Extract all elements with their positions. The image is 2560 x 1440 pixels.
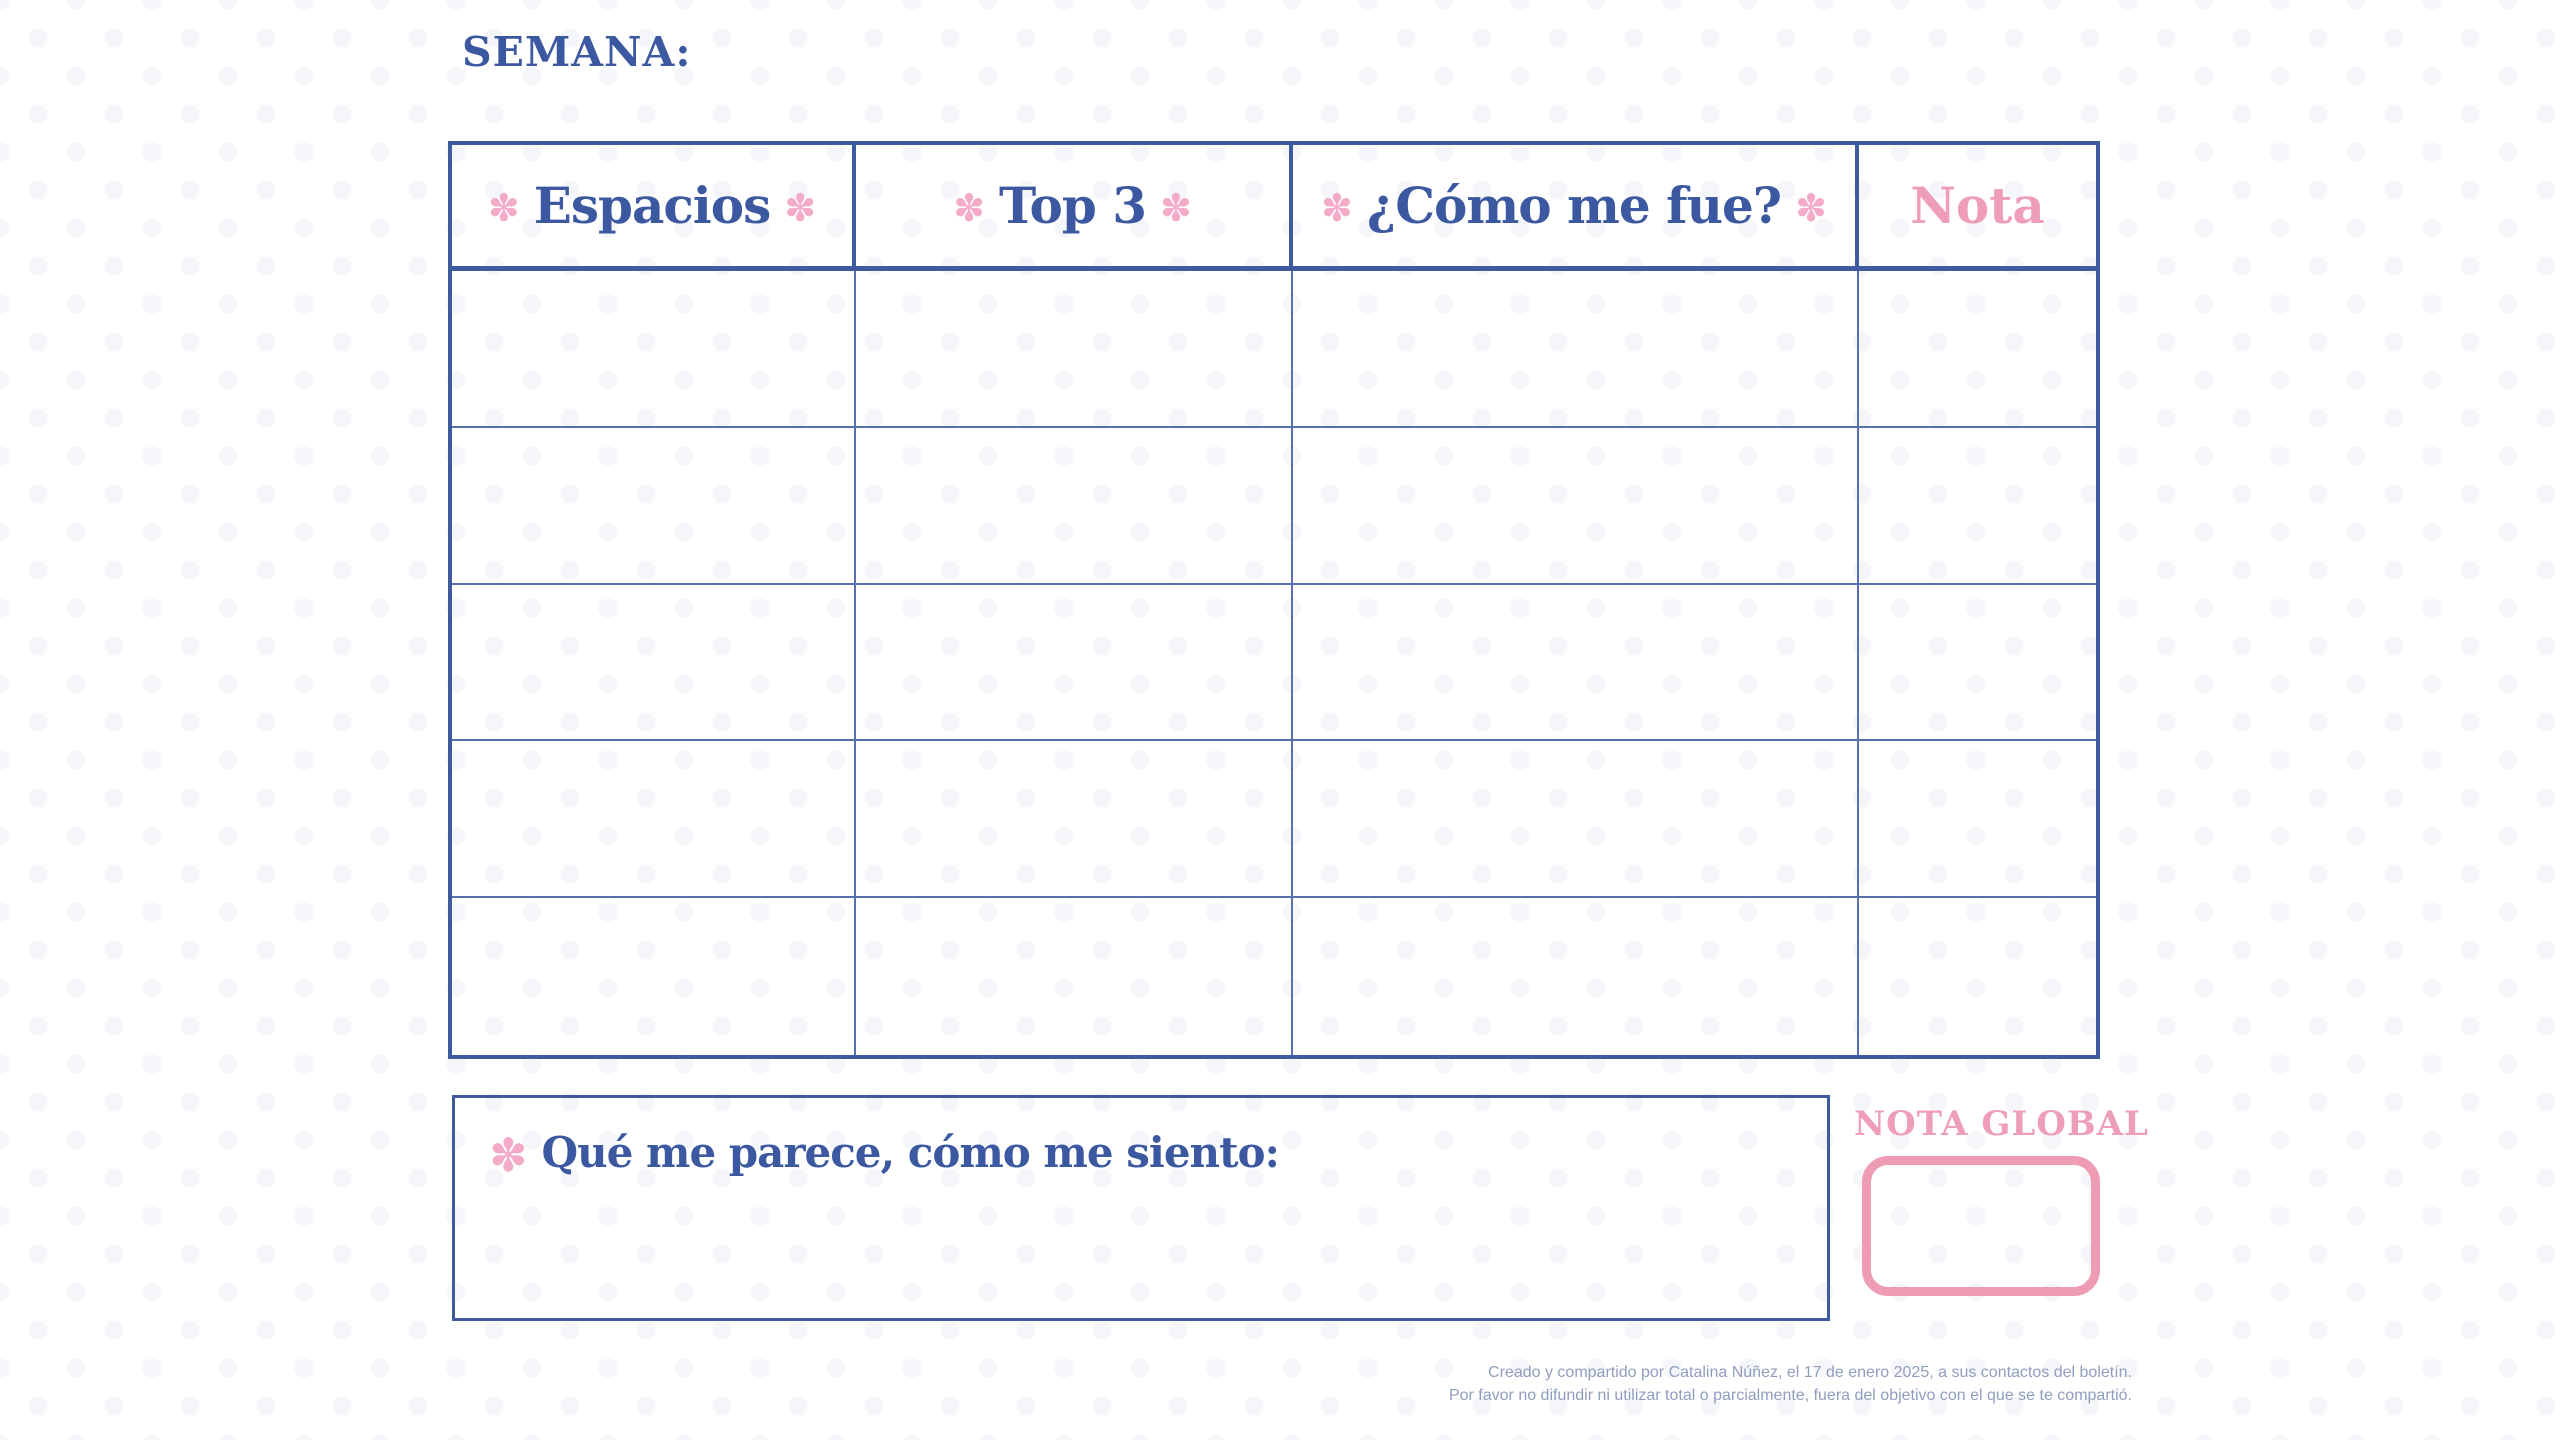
table-cell bbox=[856, 741, 1293, 899]
reflection-box: ✽ Qué me parece, cómo me siento: bbox=[452, 1095, 1830, 1321]
flower-icon: ✽ bbox=[784, 185, 817, 230]
table-cell bbox=[1293, 741, 1859, 899]
flower-icon: ✽ bbox=[1321, 185, 1353, 230]
column-header-label: Espacios bbox=[533, 176, 772, 235]
column-header-espacios: ✽ Espacios ✽ bbox=[452, 145, 856, 266]
flower-icon: ✽ bbox=[1159, 185, 1192, 230]
weekly-table: ✽ Espacios ✽ ✽ Top 3 ✽ ✽ ¿Cómo me fue? ✽… bbox=[448, 141, 2100, 1059]
footer-credit-line-2: Por favor no difundir ni utilizar total … bbox=[1448, 1387, 2132, 1404]
table-cell bbox=[452, 741, 856, 899]
reflection-label: Qué me parece, cómo me siento: bbox=[541, 1128, 1280, 1177]
table-cell bbox=[1859, 585, 2096, 742]
nota-global-label: NOTA GLOBAL bbox=[1854, 1104, 2149, 1144]
table-cell bbox=[1293, 427, 1859, 585]
table-cell bbox=[1293, 584, 1859, 742]
table-cell bbox=[1859, 428, 2096, 585]
table-cell bbox=[1293, 271, 1859, 428]
table-cell bbox=[1293, 898, 1859, 1055]
table-cell bbox=[1859, 741, 2096, 899]
footer-credit-line-1: Creado y compartido por Catalina Núñez, … bbox=[1488, 1364, 2132, 1381]
table-body bbox=[452, 271, 2096, 1055]
table-cell bbox=[856, 427, 1293, 585]
flower-icon: ✽ bbox=[1795, 185, 1827, 230]
table-cell bbox=[452, 271, 856, 428]
table-cell bbox=[856, 271, 1293, 428]
column-header-como-me-fue: ✽ ¿Cómo me fue? ✽ bbox=[1293, 145, 1859, 266]
table-cell bbox=[856, 898, 1293, 1055]
table-cell bbox=[452, 584, 856, 742]
reflection-header: ✽ Qué me parece, cómo me siento: bbox=[455, 1098, 1827, 1182]
footer-credit: Creado y compartido por Catalina Núñez, … bbox=[1449, 1361, 2132, 1407]
column-header-label: Top 3 bbox=[999, 176, 1147, 235]
table-header-row: ✽ Espacios ✽ ✽ Top 3 ✽ ✽ ¿Cómo me fue? ✽… bbox=[452, 145, 2096, 271]
flower-icon: ✽ bbox=[489, 1127, 528, 1182]
table-cell bbox=[856, 584, 1293, 742]
flower-icon: ✽ bbox=[487, 185, 520, 230]
table-cell bbox=[1859, 271, 2096, 428]
column-header-top3: ✽ Top 3 ✽ bbox=[856, 145, 1293, 266]
flower-icon: ✽ bbox=[953, 185, 985, 230]
table-cell bbox=[452, 427, 856, 585]
table-cell bbox=[452, 898, 856, 1055]
column-header-nota: Nota bbox=[1859, 145, 2096, 266]
page-title: SEMANA: bbox=[462, 28, 692, 76]
nota-global-box bbox=[1862, 1156, 2100, 1296]
column-header-label: Nota bbox=[1910, 176, 2045, 235]
table-cell bbox=[1859, 898, 2096, 1055]
column-header-label: ¿Cómo me fue? bbox=[1366, 176, 1782, 235]
